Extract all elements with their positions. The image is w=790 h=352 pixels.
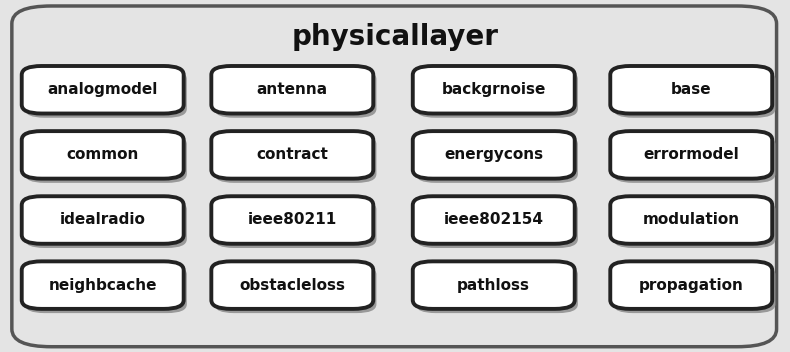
FancyBboxPatch shape	[416, 201, 578, 248]
FancyBboxPatch shape	[610, 261, 772, 309]
FancyBboxPatch shape	[613, 70, 776, 118]
FancyBboxPatch shape	[412, 261, 574, 309]
FancyBboxPatch shape	[212, 131, 374, 178]
FancyBboxPatch shape	[22, 196, 183, 244]
FancyBboxPatch shape	[412, 196, 574, 244]
FancyBboxPatch shape	[613, 201, 776, 248]
Text: neighbcache: neighbcache	[48, 278, 157, 293]
FancyBboxPatch shape	[215, 70, 377, 118]
Text: obstacleloss: obstacleloss	[239, 278, 345, 293]
Text: propagation: propagation	[639, 278, 743, 293]
FancyBboxPatch shape	[215, 201, 377, 248]
Text: energycons: energycons	[444, 147, 544, 162]
Text: physicallayer: physicallayer	[292, 23, 498, 51]
FancyBboxPatch shape	[25, 135, 186, 183]
FancyBboxPatch shape	[610, 66, 772, 113]
FancyBboxPatch shape	[22, 261, 183, 309]
FancyBboxPatch shape	[22, 66, 183, 113]
FancyBboxPatch shape	[212, 66, 374, 113]
FancyBboxPatch shape	[412, 131, 574, 178]
FancyBboxPatch shape	[212, 261, 374, 309]
Text: errormodel: errormodel	[643, 147, 739, 162]
Text: backgrnoise: backgrnoise	[442, 82, 546, 97]
FancyBboxPatch shape	[610, 131, 772, 178]
FancyBboxPatch shape	[25, 201, 186, 248]
Text: modulation: modulation	[643, 213, 739, 227]
Text: common: common	[66, 147, 139, 162]
FancyBboxPatch shape	[215, 265, 377, 313]
FancyBboxPatch shape	[610, 196, 772, 244]
FancyBboxPatch shape	[416, 265, 578, 313]
FancyBboxPatch shape	[12, 6, 777, 347]
FancyBboxPatch shape	[212, 196, 374, 244]
Text: ieee80211: ieee80211	[248, 213, 337, 227]
FancyBboxPatch shape	[416, 135, 578, 183]
FancyBboxPatch shape	[215, 135, 377, 183]
FancyBboxPatch shape	[416, 70, 578, 118]
Text: contract: contract	[257, 147, 328, 162]
Text: pathloss: pathloss	[457, 278, 530, 293]
FancyBboxPatch shape	[613, 135, 776, 183]
Text: antenna: antenna	[257, 82, 328, 97]
FancyBboxPatch shape	[613, 265, 776, 313]
FancyBboxPatch shape	[25, 70, 186, 118]
FancyBboxPatch shape	[25, 265, 186, 313]
Text: ieee802154: ieee802154	[444, 213, 544, 227]
FancyBboxPatch shape	[22, 131, 183, 178]
FancyBboxPatch shape	[412, 66, 574, 113]
Text: analogmodel: analogmodel	[47, 82, 158, 97]
Text: idealradio: idealradio	[60, 213, 145, 227]
Text: base: base	[671, 82, 712, 97]
